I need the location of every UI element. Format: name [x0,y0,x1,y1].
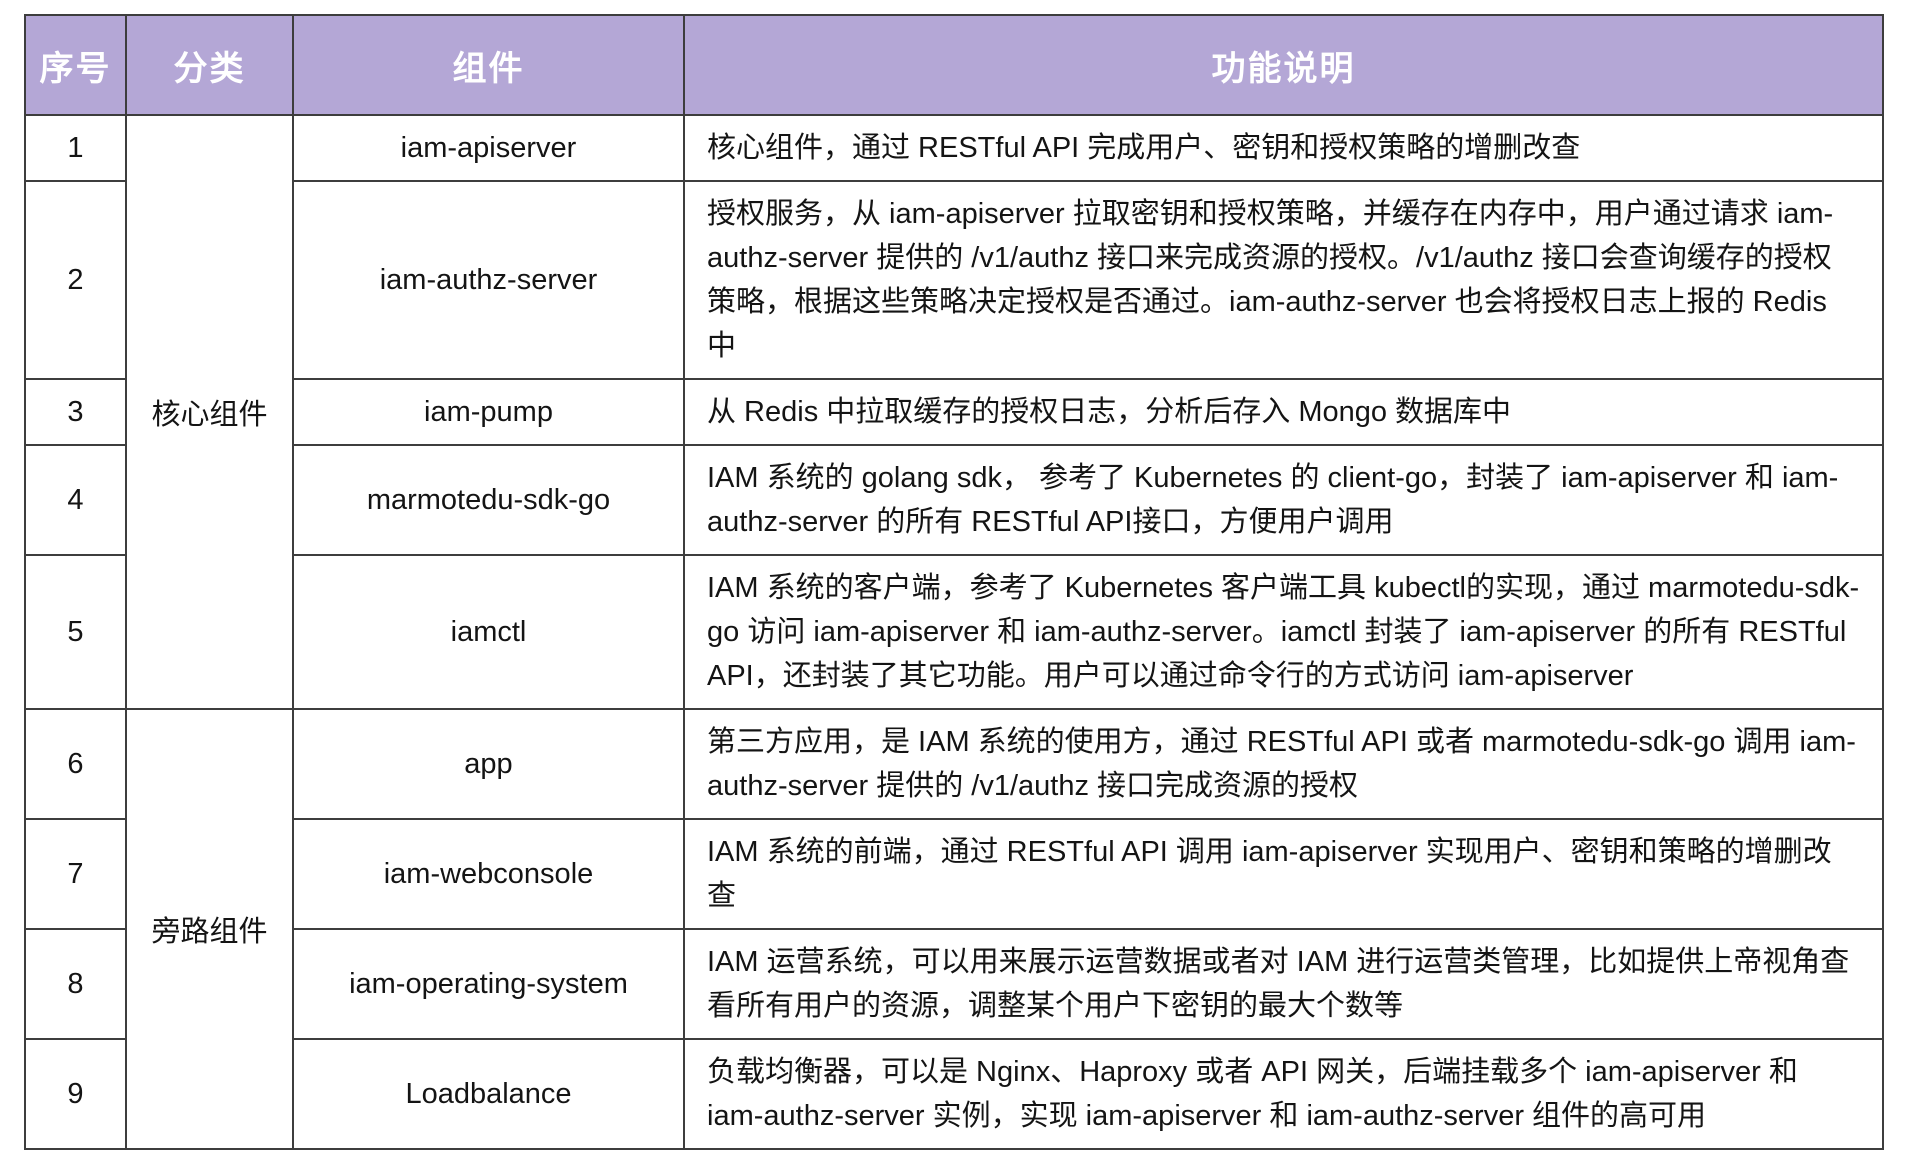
component-cell: iam-pump [292,378,685,446]
table-row: 3 iam-pump 从 Redis 中拉取缓存的授权日志，分析后存入 Mong… [24,378,1884,446]
row-number-cell: 6 [24,708,127,820]
description-cell: 负载均衡器，可以是 Nginx、Haproxy 或者 API 网关，后端挂载多个… [683,1038,1884,1150]
component-cell: iam-webconsole [292,818,685,930]
description-cell: 核心组件，通过 RESTful API 完成用户、密钥和授权策略的增删改查 [683,114,1884,182]
row-number-cell: 1 [24,114,127,182]
component-cell: app [292,708,685,820]
row-number-cell: 8 [24,928,127,1040]
row-number-cell: 4 [24,444,127,556]
component-cell: iamctl [292,554,685,710]
table-row: 1 核心组件 iam-apiserver 核心组件，通过 RESTful API… [24,114,1884,710]
components-table: 序号 分类 组件 功能说明 1 核心组件 iam-apiserver 核心组件，… [24,14,1884,1150]
row-number-cell: 3 [24,378,127,446]
description-cell: 从 Redis 中拉取缓存的授权日志，分析后存入 Mongo 数据库中 [683,378,1884,446]
table-row: 9 Loadbalance 负载均衡器，可以是 Nginx、Haproxy 或者… [24,1038,1884,1150]
row-number-cell: 7 [24,818,127,930]
col-header-category: 分类 [125,14,294,116]
table-row: 4 marmotedu-sdk-go IAM 系统的 golang sdk， 参… [24,444,1884,556]
table-row: 5 iamctl IAM 系统的客户端，参考了 Kubernetes 客户端工具… [24,554,1884,710]
component-cell: iam-operating-system [292,928,685,1040]
table-row: 8 iam-operating-system IAM 运营系统，可以用来展示运营… [24,928,1884,1040]
table-row: 2 iam-authz-server 授权服务，从 iam-apiserver … [24,180,1884,380]
description-cell: IAM 系统的客户端，参考了 Kubernetes 客户端工具 kubectl的… [683,554,1884,710]
description-cell: 授权服务，从 iam-apiserver 拉取密钥和授权策略，并缓存在内存中，用… [683,180,1884,380]
col-header-number: 序号 [24,14,127,116]
col-header-component: 组件 [292,14,685,116]
header-row: 序号 分类 组件 功能说明 [24,14,1884,116]
table-row: 6 旁路组件 app 第三方应用，是 IAM 系统的使用方，通过 RESTful… [24,708,1884,1150]
category-cell-core: 核心组件 [125,114,294,710]
row-number-cell: 2 [24,180,127,380]
description-cell: 第三方应用，是 IAM 系统的使用方，通过 RESTful API 或者 mar… [683,708,1884,820]
category-cell-bypass: 旁路组件 [125,708,294,1150]
component-cell: iam-authz-server [292,180,685,380]
description-cell: IAM 运营系统，可以用来展示运营数据或者对 IAM 进行运营类管理，比如提供上… [683,928,1884,1040]
col-header-description: 功能说明 [683,14,1884,116]
description-cell: IAM 系统的前端，通过 RESTful API 调用 iam-apiserve… [683,818,1884,930]
row-number-cell: 9 [24,1038,127,1150]
row-number-cell: 5 [24,554,127,710]
table-row: 7 iam-webconsole IAM 系统的前端，通过 RESTful AP… [24,818,1884,930]
component-cell: Loadbalance [292,1038,685,1150]
description-cell: IAM 系统的 golang sdk， 参考了 Kubernetes 的 cli… [683,444,1884,556]
component-cell: marmotedu-sdk-go [292,444,685,556]
component-cell: iam-apiserver [292,114,685,182]
